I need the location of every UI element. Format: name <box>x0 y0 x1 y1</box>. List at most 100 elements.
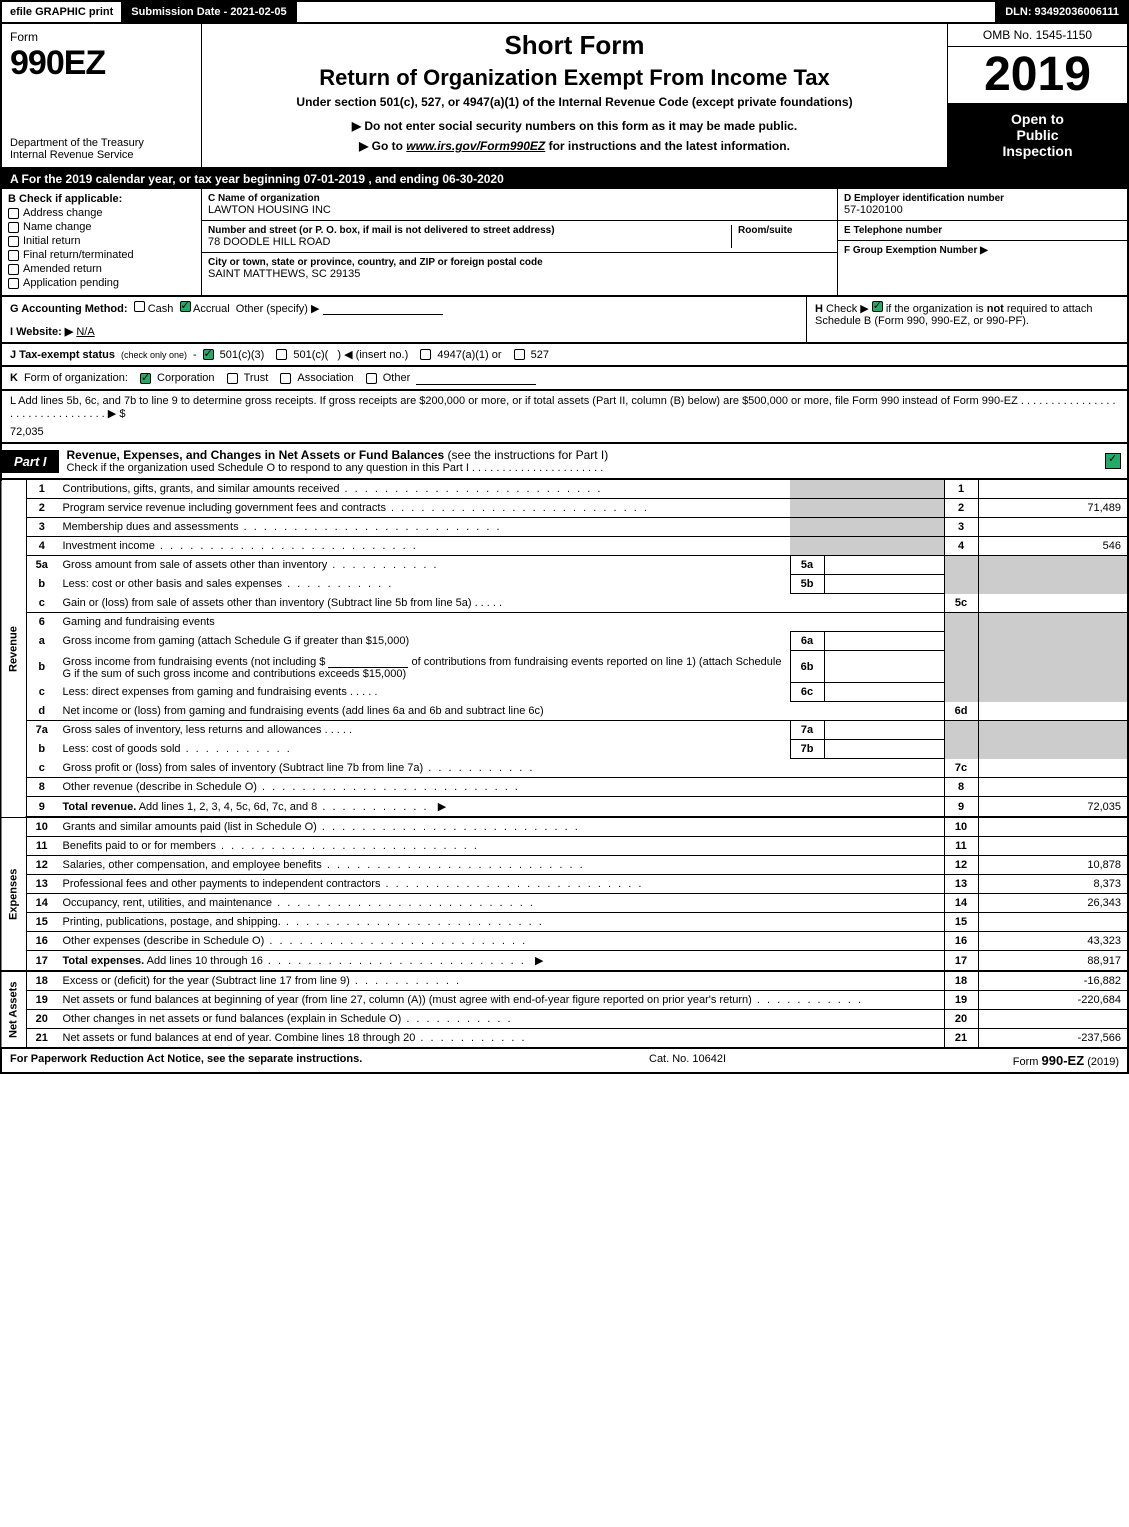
ln-6a: a <box>27 632 57 651</box>
desc-13: Professional fees and other payments to … <box>63 878 644 890</box>
checkbox-application-pending[interactable] <box>8 278 19 289</box>
desc-21: Net assets or fund balances at end of ye… <box>63 1032 527 1044</box>
footer-form-post: (2019) <box>1084 1056 1119 1068</box>
box-6b: 6b <box>790 651 824 683</box>
checkbox-schedule-o-part-i[interactable] <box>1105 453 1121 469</box>
desc-15: Printing, publications, postage, and shi… <box>63 916 544 928</box>
nc-13: 13 <box>944 875 978 894</box>
other-org-field[interactable] <box>416 371 536 385</box>
side-tab-revenue: Revenue <box>1 480 27 817</box>
g-other-field[interactable] <box>323 301 443 315</box>
ln-10: 10 <box>27 817 57 837</box>
val-7a-inner[interactable] <box>824 721 944 740</box>
desc-5c: Gain or (loss) from sale of assets other… <box>63 597 503 609</box>
desc-8: Other revenue (describe in Schedule O) <box>63 781 520 793</box>
field-6b-amount[interactable] <box>328 654 408 668</box>
val-5b-inner[interactable] <box>824 575 944 594</box>
box-7a: 7a <box>790 721 824 740</box>
ein-value: 57-1020100 <box>844 204 1121 216</box>
row-gh: G Accounting Method: Cash Accrual Other … <box>0 297 1129 344</box>
val-6c-inner[interactable] <box>824 683 944 702</box>
org-name: LAWTON HOUSING INC <box>208 204 831 216</box>
form-header: Form 990EZ Department of the Treasury In… <box>0 24 1129 169</box>
val-9: 72,035 <box>978 797 1128 818</box>
val-10 <box>978 817 1128 837</box>
i-label: I Website: ▶ <box>10 326 73 338</box>
checkbox-association[interactable] <box>280 373 291 384</box>
ln-7b: b <box>27 740 57 759</box>
desc-6c: Less: direct expenses from gaming and fu… <box>63 686 378 698</box>
part-i-subtitle: Check if the organization used Schedule … <box>67 462 1097 474</box>
val-6a-inner[interactable] <box>824 632 944 651</box>
desc-6d: Net income or (loss) from gaming and fun… <box>63 705 544 717</box>
nc-2: 2 <box>944 499 978 518</box>
checkbox-accrual[interactable] <box>180 301 191 312</box>
footer-paperwork: For Paperwork Reduction Act Notice, see … <box>10 1053 362 1068</box>
checkbox-final-return[interactable] <box>8 250 19 261</box>
nc-5c: 5c <box>944 594 978 613</box>
top-bar: efile GRAPHIC print Submission Date - 20… <box>0 0 1129 24</box>
ln-5c: c <box>27 594 57 613</box>
room-label: Room/suite <box>738 225 831 236</box>
nc-1: 1 <box>944 480 978 499</box>
box-d-label: D Employer identification number <box>844 193 1121 204</box>
checkbox-address-change[interactable] <box>8 208 19 219</box>
val-19: -220,684 <box>978 991 1128 1010</box>
insp-1: Open to <box>952 111 1123 127</box>
addr-label: Number and street (or P. O. box, if mail… <box>208 225 731 236</box>
row-l: L Add lines 5b, 6c, and 7b to line 9 to … <box>0 391 1129 444</box>
part-i-title-suffix: (see the instructions for Part I) <box>448 448 609 462</box>
checkbox-trust[interactable] <box>227 373 238 384</box>
val-18: -16,882 <box>978 971 1128 991</box>
checkbox-schedule-b[interactable] <box>872 301 883 312</box>
desc-7c: Gross profit or (loss) from sales of inv… <box>63 762 535 774</box>
header-left: Form 990EZ Department of the Treasury In… <box>2 24 202 167</box>
chk-label-0: Address change <box>23 207 103 219</box>
val-7b-inner[interactable] <box>824 740 944 759</box>
chk-label-2: Initial return <box>23 235 80 247</box>
desc-12: Salaries, other compensation, and employ… <box>63 859 585 871</box>
row-g: G Accounting Method: Cash Accrual Other … <box>2 297 807 342</box>
org-city: SAINT MATTHEWS, SC 29135 <box>208 268 831 280</box>
title-return: Return of Organization Exempt From Incom… <box>210 65 939 91</box>
tax-year: 2019 <box>948 47 1127 103</box>
checkbox-name-change[interactable] <box>8 222 19 233</box>
checkbox-initial-return[interactable] <box>8 236 19 247</box>
val-15 <box>978 913 1128 932</box>
checkbox-501c[interactable] <box>276 349 287 360</box>
checkbox-cash[interactable] <box>134 301 145 312</box>
ln-6d: d <box>27 702 57 721</box>
insp-3: Inspection <box>952 143 1123 159</box>
desc-20: Other changes in net assets or fund bala… <box>63 1013 513 1025</box>
desc-6: Gaming and fundraising events <box>57 613 945 632</box>
box-6a: 6a <box>790 632 824 651</box>
desc-4: Investment income <box>63 540 418 552</box>
checkbox-amended-return[interactable] <box>8 264 19 275</box>
checkbox-527[interactable] <box>514 349 525 360</box>
checkbox-other-org[interactable] <box>366 373 377 384</box>
checkbox-501c3[interactable] <box>203 349 214 360</box>
ln-6: 6 <box>27 613 57 632</box>
box-e-label: E Telephone number <box>844 225 1121 236</box>
checkbox-4947a1[interactable] <box>420 349 431 360</box>
desc-1: Contributions, gifts, grants, and simila… <box>63 483 603 495</box>
irs-link[interactable]: www.irs.gov/Form990EZ <box>406 139 545 153</box>
box-f-label: F Group Exemption Number ▶ <box>844 245 1121 256</box>
desc-9: Add lines 1, 2, 3, 4, 5c, 6d, 7c, and 8 <box>139 801 429 813</box>
ln-8: 8 <box>27 778 57 797</box>
val-6b-inner[interactable] <box>824 651 944 683</box>
dln-label: DLN: 93492036006111 <box>997 2 1127 22</box>
nc-14: 14 <box>944 894 978 913</box>
val-5a-inner[interactable] <box>824 556 944 575</box>
val-8 <box>978 778 1128 797</box>
ln-13: 13 <box>27 875 57 894</box>
checkbox-corporation[interactable] <box>140 373 151 384</box>
desc-7b: Less: cost of goods sold <box>63 743 292 755</box>
desc-6b-1: Gross income from fundraising events (no… <box>63 656 326 668</box>
nc-15: 15 <box>944 913 978 932</box>
part-i-header: Part I Revenue, Expenses, and Changes in… <box>0 444 1129 480</box>
nc-18: 18 <box>944 971 978 991</box>
footer-catno: Cat. No. 10642I <box>649 1053 726 1068</box>
ln-6c: c <box>27 683 57 702</box>
form-number: 990EZ <box>10 44 193 83</box>
